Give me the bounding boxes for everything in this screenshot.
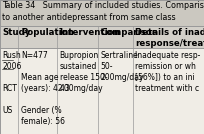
Text: Table 34   Summary of included studies. Comparison 33. Sw
to another antidepress: Table 34 Summary of included studies. Co… [2,1,204,22]
Text: Rush
2006
 
RCT
 
US: Rush 2006 RCT US [2,51,22,115]
Text: Study: Study [2,28,31,37]
Text: Population: Population [21,28,74,37]
Bar [0,48,204,134]
Text: Inadequate resp-
remission or wh
[56%]) to an ini
treatment with c: Inadequate resp- remission or wh [56%]) … [135,51,200,93]
Text: Details of inade-
response/treatm: Details of inade- response/treatm [135,28,204,48]
Bar [0,0,204,26]
Text: Bupropion
sustained
release 150-
400mg/day: Bupropion sustained release 150- 400mg/d… [60,51,107,93]
Text: Sertraline
50-
200mg/day: Sertraline 50- 200mg/day [100,51,144,82]
Text: Intervention: Intervention [60,28,120,37]
Bar [0,26,204,48]
Text: N=477
 
Mean age
(years): 42.3
 
Gender (%
female): 56
 
Ethnicity (%: N=477 Mean age (years): 42.3 Gender (% f… [21,51,70,134]
Text: Comparison: Comparison [100,28,158,37]
